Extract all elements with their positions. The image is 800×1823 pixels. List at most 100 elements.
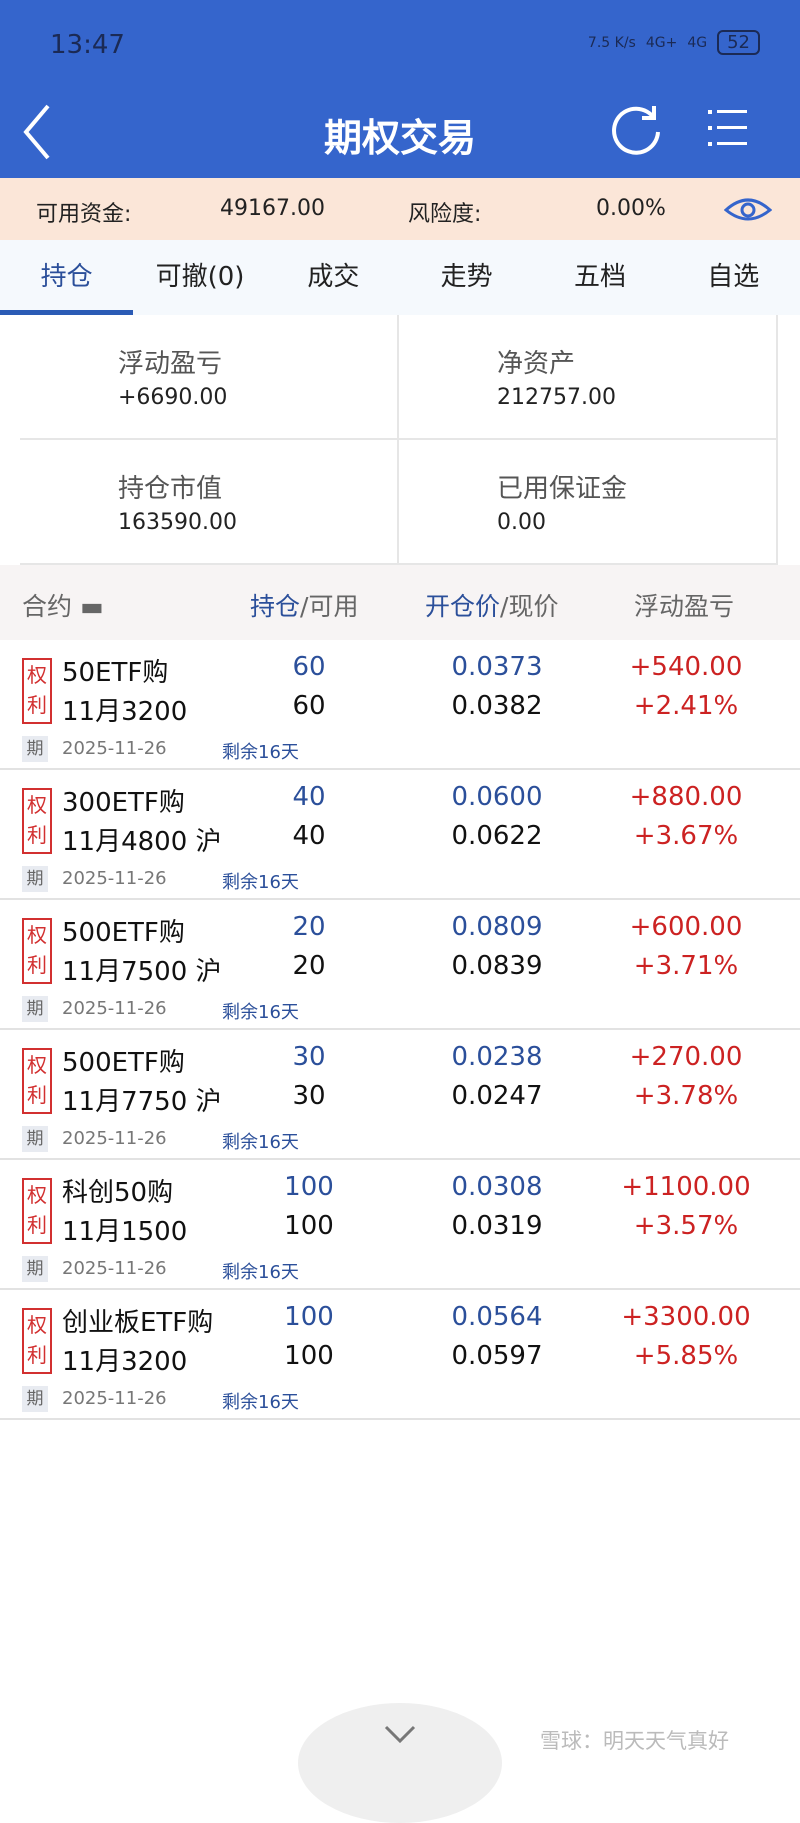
tab-watchlist[interactable]: 自选 xyxy=(707,262,760,292)
badge-text: 利 xyxy=(27,823,47,847)
position-qty: 60 xyxy=(292,652,326,682)
badge-text: 利 xyxy=(27,693,47,717)
label: 净资产 xyxy=(497,349,576,379)
col-pnl: 浮动盈亏 xyxy=(634,592,735,621)
table-row[interactable]: 权利 科创50购 11月1500 100 100 0.0308 0.0319 +… xyxy=(0,1160,800,1290)
contract-name: 500ETF购 xyxy=(62,1048,185,1078)
open-price: 0.0238 xyxy=(451,1042,543,1072)
menu-icon[interactable] xyxy=(708,110,748,146)
available-qty: 30 xyxy=(292,1081,326,1111)
col-position: 持仓 xyxy=(250,592,301,621)
right-badge: 权利 xyxy=(22,658,52,724)
available-qty: 20 xyxy=(292,951,326,981)
pnl-value: +880.00 xyxy=(629,782,743,812)
position-qty: 30 xyxy=(292,1042,326,1072)
table-row[interactable]: 权利 300ETF购 11月4800 沪 40 40 0.0600 0.0622… xyxy=(0,770,800,900)
tab-positions[interactable]: 持仓 xyxy=(0,240,134,315)
badge-text: 权 xyxy=(27,1183,47,1207)
badge-text: 权 xyxy=(27,1053,47,1077)
funds-label: 可用资金: xyxy=(36,202,132,227)
days-remaining: 剩余16天 xyxy=(222,742,299,763)
table-row[interactable]: 权利 500ETF购 11月7750 沪 30 30 0.0238 0.0247… xyxy=(0,1030,800,1160)
available-qty: 60 xyxy=(292,691,326,721)
current-price: 0.0382 xyxy=(451,691,543,721)
open-price: 0.0600 xyxy=(451,782,543,812)
expiry-date: 2025-11-26 xyxy=(62,1128,167,1149)
badge-text: 利 xyxy=(27,1213,47,1237)
open-price: 0.0564 xyxy=(451,1302,543,1332)
current-price: 0.0319 xyxy=(451,1211,543,1241)
expiry-tag: 期 xyxy=(22,866,48,892)
back-icon[interactable] xyxy=(18,100,68,160)
battery-icon: 52 xyxy=(717,30,760,55)
page-title: 期权交易 xyxy=(323,116,476,160)
table-row[interactable]: 权利 500ETF购 11月7500 沪 20 20 0.0809 0.0839… xyxy=(0,900,800,1030)
open-price: 0.0308 xyxy=(451,1172,543,1202)
available-qty: 100 xyxy=(284,1211,334,1241)
contract-sub: 11月7500 沪 xyxy=(62,957,222,987)
pnl-percent: +3.71% xyxy=(633,951,739,981)
summary-margin-used: 已用保证金 0.00 xyxy=(399,440,778,565)
tab-depth[interactable]: 五档 xyxy=(573,262,626,292)
net-speed: 7.5 K/s xyxy=(587,34,636,51)
position-qty: 100 xyxy=(284,1172,334,1202)
right-badge: 权利 xyxy=(22,1048,52,1114)
status-icons: 7.5 K/s 4G+ 4G 52 xyxy=(588,30,760,55)
table-row[interactable]: 权利 50ETF购 11月3200 60 60 0.0373 0.0382 +5… xyxy=(0,640,800,770)
tab-cancelable[interactable]: 可撤(0) xyxy=(155,262,245,292)
tab-trades[interactable]: 成交 xyxy=(307,262,360,292)
expiry-date: 2025-11-26 xyxy=(62,868,167,889)
pnl-percent: +3.78% xyxy=(633,1081,739,1111)
expiry-date: 2025-11-26 xyxy=(62,1388,167,1409)
days-remaining: 剩余16天 xyxy=(222,1002,299,1023)
collapse-button[interactable] xyxy=(298,1703,502,1823)
pnl-percent: +5.85% xyxy=(633,1341,739,1371)
contract-sub: 11月4800 沪 xyxy=(62,827,222,857)
badge-text: 权 xyxy=(27,663,47,687)
badge-text: 权 xyxy=(27,1313,47,1337)
tab-bar: 持仓 可撤(0) 成交 走势 五档 自选 xyxy=(0,240,800,315)
right-badge: 权利 xyxy=(22,788,52,854)
expiry-tag: 期 xyxy=(22,1256,48,1282)
badge-text: 权 xyxy=(27,793,47,817)
table-row[interactable]: 权利 创业板ETF购 11月3200 100 100 0.0564 0.0597… xyxy=(0,1290,800,1420)
signal-icon: 4G+ xyxy=(645,34,678,51)
signal-icon-2: 4G xyxy=(687,34,708,51)
position-qty: 20 xyxy=(292,912,326,942)
contract-name: 300ETF购 xyxy=(62,788,185,818)
eye-icon[interactable] xyxy=(724,194,772,224)
summary-floating-pnl: 浮动盈亏 +6690.00 xyxy=(20,315,399,440)
contract-name: 50ETF购 xyxy=(62,658,169,688)
badge-text: 利 xyxy=(27,1083,47,1107)
col-current-price: /现价 xyxy=(500,592,559,621)
table-header: 合约 ▬ 持仓/可用 开仓价/现价 浮动盈亏 xyxy=(0,565,800,640)
current-price: 0.0597 xyxy=(451,1341,543,1371)
contract-sub: 11月1500 xyxy=(62,1217,188,1247)
pnl-value: +1100.00 xyxy=(621,1172,751,1202)
open-price: 0.0373 xyxy=(451,652,543,682)
contract-name: 500ETF购 xyxy=(62,918,185,948)
days-remaining: 剩余16天 xyxy=(222,1262,299,1283)
expiry-date: 2025-11-26 xyxy=(62,998,167,1019)
current-price: 0.0247 xyxy=(451,1081,543,1111)
pnl-percent: +3.57% xyxy=(633,1211,739,1241)
risk-label: 风险度: xyxy=(408,202,482,227)
account-info-bar: 可用资金: 49167.00 风险度: 0.00% xyxy=(0,178,800,240)
badge-text: 利 xyxy=(27,1343,47,1367)
label: 浮动盈亏 xyxy=(118,349,223,379)
expiry-date: 2025-11-26 xyxy=(62,1258,167,1279)
expiry-tag: 期 xyxy=(22,736,48,762)
pnl-value: +600.00 xyxy=(629,912,743,942)
tab-trend[interactable]: 走势 xyxy=(440,262,493,292)
risk-value: 0.00% xyxy=(596,196,666,221)
expiry-tag: 期 xyxy=(22,996,48,1022)
contract-sub: 11月3200 xyxy=(62,697,188,727)
col-contract[interactable]: 合约 ▬ xyxy=(22,592,104,621)
available-qty: 40 xyxy=(292,821,326,851)
badge-text: 权 xyxy=(27,923,47,947)
value: 212757.00 xyxy=(497,385,616,410)
position-qty: 100 xyxy=(284,1302,334,1332)
contract-sub: 11月3200 xyxy=(62,1347,188,1377)
refresh-icon[interactable] xyxy=(610,102,662,156)
days-remaining: 剩余16天 xyxy=(222,1392,299,1413)
